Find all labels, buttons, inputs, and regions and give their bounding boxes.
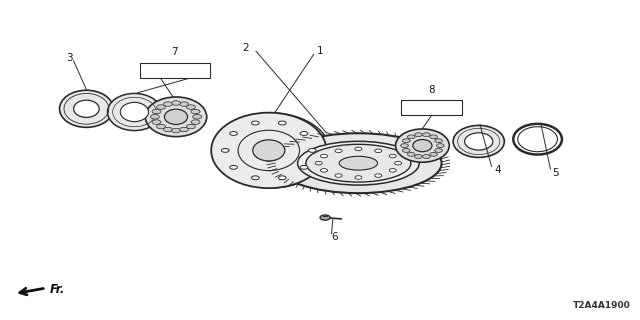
Text: 6: 6 xyxy=(331,232,337,243)
Circle shape xyxy=(415,133,422,137)
Ellipse shape xyxy=(60,90,113,127)
Circle shape xyxy=(191,120,200,124)
Circle shape xyxy=(355,176,362,179)
Ellipse shape xyxy=(145,97,207,137)
Ellipse shape xyxy=(396,129,449,162)
Ellipse shape xyxy=(465,133,493,150)
Text: 5: 5 xyxy=(552,168,559,178)
Circle shape xyxy=(252,121,259,125)
Circle shape xyxy=(335,174,342,177)
Circle shape xyxy=(408,152,415,156)
Circle shape xyxy=(252,176,259,180)
Ellipse shape xyxy=(413,140,432,152)
Circle shape xyxy=(436,144,444,148)
Circle shape xyxy=(415,155,422,158)
Ellipse shape xyxy=(253,140,285,161)
Circle shape xyxy=(157,124,166,129)
Circle shape xyxy=(403,148,410,152)
Ellipse shape xyxy=(211,113,326,188)
Circle shape xyxy=(321,154,328,158)
Circle shape xyxy=(186,124,195,129)
Circle shape xyxy=(278,121,286,125)
Ellipse shape xyxy=(306,144,411,182)
Circle shape xyxy=(163,102,172,106)
Ellipse shape xyxy=(74,100,99,117)
Circle shape xyxy=(320,215,330,220)
Circle shape xyxy=(395,161,402,165)
Text: 4: 4 xyxy=(495,164,501,175)
Circle shape xyxy=(308,148,316,152)
Circle shape xyxy=(163,127,172,132)
Ellipse shape xyxy=(120,102,148,122)
Circle shape xyxy=(422,133,430,137)
Circle shape xyxy=(152,109,161,114)
Text: 2: 2 xyxy=(242,43,248,53)
Circle shape xyxy=(278,176,286,180)
Circle shape xyxy=(193,115,202,119)
Circle shape xyxy=(403,139,410,143)
Circle shape xyxy=(300,165,308,169)
Ellipse shape xyxy=(108,93,161,131)
Circle shape xyxy=(375,174,382,177)
Circle shape xyxy=(316,161,323,165)
Circle shape xyxy=(172,128,180,133)
Ellipse shape xyxy=(298,141,419,185)
Ellipse shape xyxy=(164,109,188,124)
Text: Fr.: Fr. xyxy=(50,284,65,296)
Circle shape xyxy=(230,132,237,135)
Circle shape xyxy=(355,147,362,151)
Circle shape xyxy=(300,132,308,135)
Circle shape xyxy=(180,127,189,132)
Circle shape xyxy=(152,120,161,124)
Circle shape xyxy=(230,165,237,169)
Circle shape xyxy=(157,105,166,109)
Text: 8: 8 xyxy=(428,84,435,95)
Circle shape xyxy=(435,139,442,143)
Circle shape xyxy=(150,115,159,119)
Circle shape xyxy=(172,101,180,105)
Ellipse shape xyxy=(275,133,442,193)
Ellipse shape xyxy=(339,156,378,170)
Circle shape xyxy=(429,135,437,139)
Circle shape xyxy=(401,144,408,148)
Circle shape xyxy=(321,169,328,172)
Circle shape xyxy=(375,149,382,153)
Circle shape xyxy=(180,102,189,106)
Circle shape xyxy=(435,148,442,152)
Text: 7: 7 xyxy=(172,47,178,57)
Circle shape xyxy=(389,154,396,158)
Circle shape xyxy=(429,152,437,156)
Circle shape xyxy=(389,169,396,172)
Circle shape xyxy=(422,155,430,158)
Circle shape xyxy=(186,105,195,109)
Ellipse shape xyxy=(453,125,504,157)
Circle shape xyxy=(335,149,342,153)
Circle shape xyxy=(191,109,200,114)
Text: 3: 3 xyxy=(66,52,72,63)
Text: T2A4A1900: T2A4A1900 xyxy=(573,301,630,310)
Circle shape xyxy=(221,148,229,152)
Circle shape xyxy=(408,135,415,139)
Text: 1: 1 xyxy=(317,46,323,56)
